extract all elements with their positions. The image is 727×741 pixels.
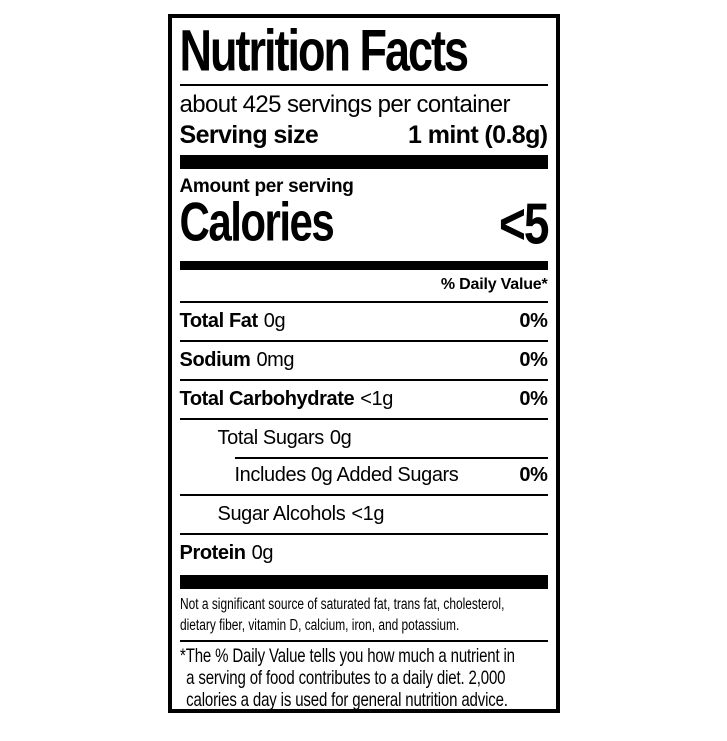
label-title-text: Nutrition Facts [179,17,470,84]
nutrient-name-text: Sodium [179,349,251,371]
row-sugar-alcohols: Sugar Alcohols <1g [179,494,548,533]
nutrient-dv: 0% [519,310,548,332]
nutrient-dv: 0% [519,388,548,410]
row-protein: Protein 0g [179,533,548,575]
divider-thick-bottom [179,575,548,589]
nutrient-name-text: Sugar Alcohols [217,503,346,525]
nutrient-name-text: Total Fat [179,310,259,332]
divider-above-footnote [179,640,548,642]
amount-per-serving: Amount per serving [179,176,354,197]
nutrient-amount: 0mg [256,349,295,371]
row-total-sugars: Total Sugars 0g [179,418,548,457]
nutrient-dv: 0% [519,464,548,486]
nutrient-amount: 0g [329,427,352,449]
divider-thick-top [179,155,548,169]
nutrient-name: Total Carbohydrate <1g [179,388,394,410]
nutrient-amount: <1g [351,503,385,525]
row-total-carbohydrate: Total Carbohydrate <1g 0% [179,379,548,418]
nutrition-facts-label: Nutrition Facts about 425 servings per c… [167,14,560,713]
divider-under-title [179,84,548,86]
nutrient-name-text: Protein [179,542,247,564]
not-significant-source-note: Not a significant source of saturated fa… [179,596,504,634]
nutrient-name: Protein 0g [180,542,274,564]
row-added-sugars: Includes 0g Added Sugars 0% [180,457,548,494]
calories-label: Calories [179,191,335,253]
nutrient-amount: 0g [263,310,286,332]
daily-value-footnote: *The % Daily Value tells you how much a … [179,645,515,711]
calories-row: Calories <5 [180,193,550,252]
serving-size-value: 1 mint (0.8g) [408,121,548,149]
serving-size-label: Serving size [179,121,319,149]
nutrient-name: Total Sugars 0g [218,427,352,449]
nutrient-name-text: Includes 0g Added Sugars [234,464,459,486]
nutrient-dv: 0% [519,349,548,371]
nutrient-name-text: Total Sugars [217,427,325,449]
row-total-fat: Total Fat 0g 0% [179,301,548,340]
row-sodium: Sodium 0mg 0% [179,340,548,379]
daily-value-header: % Daily Value* [440,276,548,293]
nutrient-amount: <1g [360,388,393,410]
nutrient-name-text: Total Carbohydrate [179,388,355,410]
nutrient-name: Total Fat 0g [180,310,286,332]
serving-size-row: Serving size 1 mint (0.8g) [179,120,549,151]
servings-per-container: about 425 servings per container [179,91,511,118]
nutrient-name: Includes 0g Added Sugars [235,464,459,486]
divider-medium [179,261,548,270]
nutrient-name: Sodium 0mg [180,349,295,371]
label-title: Nutrition Facts [180,20,548,81]
nutrient-name: Sugar Alcohols <1g [218,503,385,525]
calories-value: <5 [499,191,549,256]
nutrient-amount: 0g [251,542,274,564]
